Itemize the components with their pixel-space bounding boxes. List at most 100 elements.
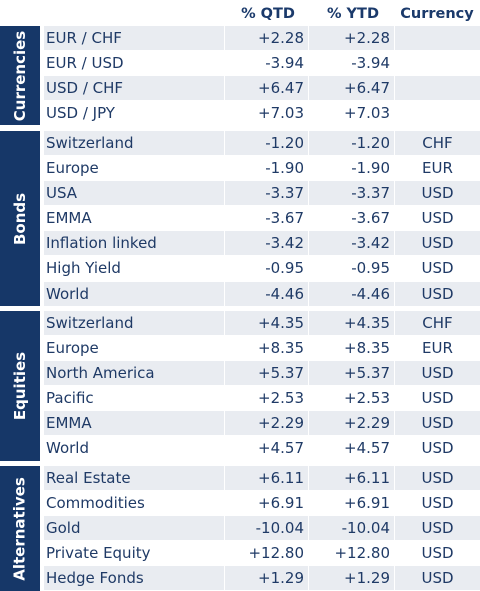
table-row: Switzerland +4.35 +4.35 CHF <box>44 311 480 335</box>
group-label-currencies: Currencies <box>0 26 40 125</box>
row-ytd-value: +7.03 <box>308 101 394 125</box>
table-row: North America +5.37 +5.37 USD <box>44 361 480 385</box>
row-currency <box>394 51 480 75</box>
row-ytd-value: +4.57 <box>308 436 394 460</box>
row-ytd-value: +5.37 <box>308 361 394 385</box>
row-qtd-value: -3.42 <box>224 231 308 255</box>
row-name: USA <box>44 181 224 205</box>
table-row: World +4.57 +4.57 USD <box>44 436 480 460</box>
row-ytd-value: -4.46 <box>308 282 394 306</box>
row-ytd-value: -3.67 <box>308 206 394 230</box>
table-row: Pacific +2.53 +2.53 USD <box>44 386 480 410</box>
group-label-text: Alternatives <box>11 476 30 581</box>
row-ytd-value: +6.91 <box>308 491 394 515</box>
row-currency: USD <box>394 466 480 490</box>
row-qtd-value: +5.37 <box>224 361 308 385</box>
header-ytd: % YTD <box>326 6 379 22</box>
group-label-bonds: Bonds <box>0 131 40 306</box>
table-row: USA -3.37 -3.37 USD <box>44 181 480 205</box>
row-ytd-value: +12.80 <box>308 541 394 565</box>
row-currency <box>394 26 480 50</box>
row-currency: CHF <box>394 311 480 335</box>
row-currency: USD <box>394 181 480 205</box>
row-ytd-value: +1.29 <box>308 566 394 590</box>
header-currency: Currency <box>400 6 474 22</box>
row-qtd-value: -0.95 <box>224 256 308 280</box>
row-ytd-value: +2.53 <box>308 386 394 410</box>
row-currency: USD <box>394 231 480 255</box>
row-ytd-value: -3.94 <box>308 51 394 75</box>
row-qtd-value: +7.03 <box>224 101 308 125</box>
row-qtd-value: +4.57 <box>224 436 308 460</box>
row-ytd-value: -1.20 <box>308 131 394 155</box>
row-currency: USD <box>394 491 480 515</box>
row-currency: USD <box>394 386 480 410</box>
row-name: EMMA <box>46 209 92 227</box>
row-qtd-value: +2.53 <box>224 386 308 410</box>
row-name: EMMA <box>44 411 224 435</box>
row-name: USD / JPY <box>46 104 115 122</box>
row-name: High Yield <box>46 259 121 277</box>
table-row: EMMA -3.67 -3.67 USD <box>44 206 480 230</box>
row-currency: EUR <box>394 156 480 180</box>
row-ytd-value: +2.28 <box>308 26 394 50</box>
row-qtd-value: -3.37 <box>224 181 308 205</box>
group-label-text: Currencies <box>11 30 29 121</box>
row-name: Private Equity <box>46 544 151 562</box>
table-row: Private Equity +12.80 +12.80 USD <box>44 541 480 565</box>
row-qtd-value: -10.04 <box>224 516 308 540</box>
table-row: USD / JPY +7.03 +7.03 <box>44 101 480 125</box>
table-row: Inflation linked -3.42 -3.42 USD <box>44 231 480 255</box>
row-qtd-value: +2.29 <box>224 411 308 435</box>
row-qtd-value: +6.11 <box>224 466 308 490</box>
row-name: Switzerland <box>44 131 224 155</box>
table-row: Switzerland -1.20 -1.20 CHF <box>44 131 480 155</box>
table-row: Real Estate +6.11 +6.11 USD <box>44 466 480 490</box>
row-currency <box>394 76 480 100</box>
table-row: EUR / USD -3.94 -3.94 <box>44 51 480 75</box>
row-name: EUR / CHF <box>44 26 224 50</box>
row-ytd-value: +6.47 <box>308 76 394 100</box>
row-currency: USD <box>394 516 480 540</box>
row-qtd-value: -1.20 <box>224 131 308 155</box>
row-currency <box>394 101 480 125</box>
table-row: EMMA +2.29 +2.29 USD <box>44 411 480 435</box>
row-name: North America <box>44 361 224 385</box>
row-ytd-value: +4.35 <box>308 311 394 335</box>
row-name: EUR / USD <box>46 54 124 72</box>
row-name: Europe <box>46 339 99 357</box>
header-qtd: % QTD <box>241 6 295 22</box>
row-ytd-value: -3.42 <box>308 231 394 255</box>
table-row: World -4.46 -4.46 USD <box>44 282 480 306</box>
row-qtd-value: -3.94 <box>224 51 308 75</box>
row-ytd-value: -1.90 <box>308 156 394 180</box>
row-ytd-value: -0.95 <box>308 256 394 280</box>
row-qtd-value: +6.91 <box>224 491 308 515</box>
group-label-text: Equities <box>11 351 29 421</box>
row-currency: CHF <box>394 131 480 155</box>
table-row: Commodities +6.91 +6.91 USD <box>44 491 480 515</box>
row-qtd-value: +8.35 <box>224 336 308 360</box>
row-qtd-value: -3.67 <box>224 206 308 230</box>
row-name: World <box>44 282 224 306</box>
row-name: Inflation linked <box>44 231 224 255</box>
group-label-equities: Equities <box>0 311 40 461</box>
row-name: Gold <box>44 516 224 540</box>
group-label-text: Bonds <box>11 192 29 245</box>
row-name: Commodities <box>46 494 145 512</box>
row-currency: USD <box>394 541 480 565</box>
row-qtd-value: +4.35 <box>224 311 308 335</box>
row-name: USD / CHF <box>44 76 224 100</box>
table-row: USD / CHF +6.47 +6.47 <box>44 76 480 100</box>
row-currency: USD <box>394 566 480 590</box>
row-currency: EUR <box>394 336 480 360</box>
row-qtd-value: +12.80 <box>224 541 308 565</box>
row-currency: USD <box>394 436 480 460</box>
row-currency: USD <box>394 411 480 435</box>
row-ytd-value: -10.04 <box>308 516 394 540</box>
table-row: Europe -1.90 -1.90 EUR <box>44 156 480 180</box>
table-row: EUR / CHF +2.28 +2.28 <box>44 26 480 50</box>
table-row: Gold -10.04 -10.04 USD <box>44 516 480 540</box>
row-qtd-value: -1.90 <box>224 156 308 180</box>
